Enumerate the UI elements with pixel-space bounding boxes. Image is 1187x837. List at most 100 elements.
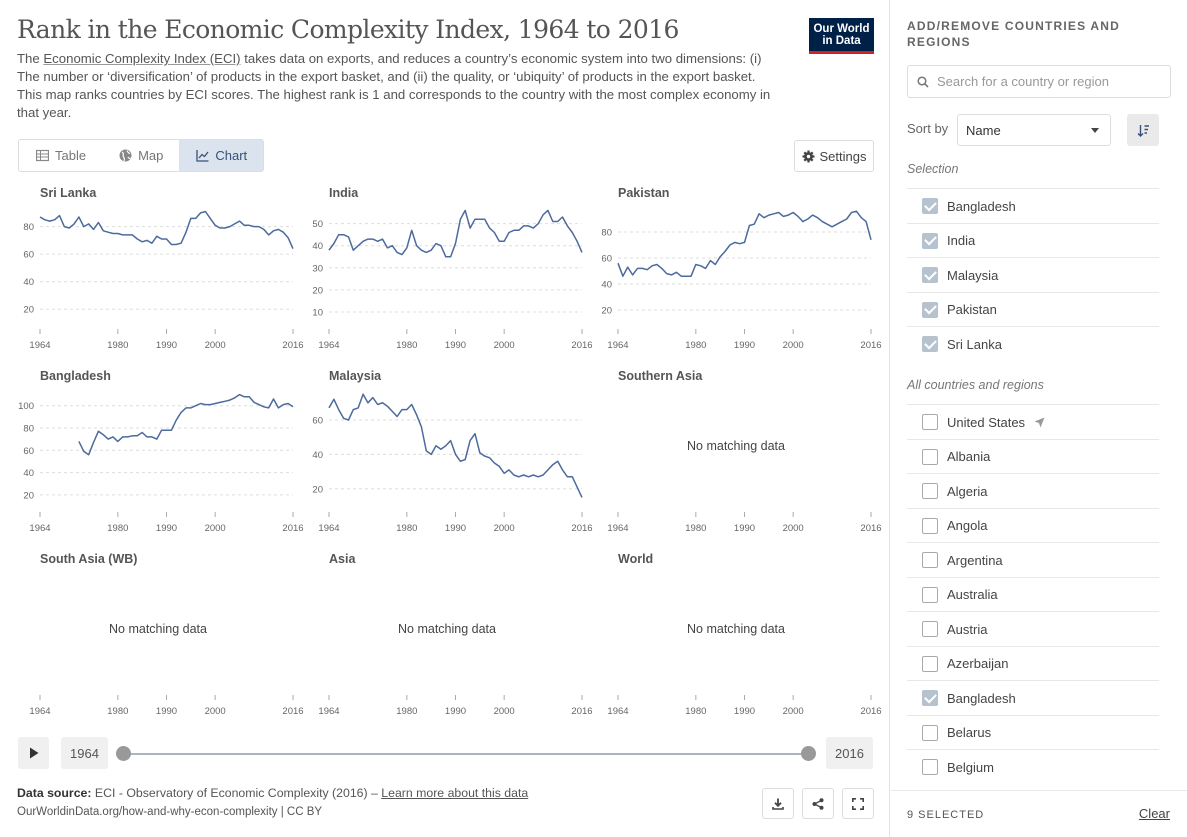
data-source: Data source: ECI - Observatory of Econom… xyxy=(17,786,528,800)
x-tick-label: 2000 xyxy=(783,340,804,351)
chart-panel: 1964 1980 1990 2000 2016 World No matching dat… xyxy=(596,552,882,727)
entity-checkbox[interactable] xyxy=(922,621,938,637)
y-tick-label: 40 xyxy=(312,241,323,252)
entity-checkbox[interactable] xyxy=(922,586,938,603)
no-data-message: No matching data xyxy=(398,622,496,636)
series-line[interactable] xyxy=(39,210,294,250)
start-handle[interactable] xyxy=(116,746,131,761)
panel-title: Bangladesh xyxy=(40,369,111,383)
share-button[interactable] xyxy=(802,788,834,819)
entity-checkbox[interactable] xyxy=(922,232,938,249)
entity-checkbox[interactable] xyxy=(922,759,938,775)
entity-checkbox[interactable] xyxy=(922,198,938,214)
entity-checkbox[interactable] xyxy=(922,724,938,741)
clear-button[interactable]: Clear xyxy=(1138,806,1170,821)
entity-checkbox[interactable] xyxy=(922,690,938,706)
entity-item[interactable]: India xyxy=(907,222,1159,258)
entity-checkbox[interactable] xyxy=(922,267,938,283)
entity-checkbox[interactable] xyxy=(922,414,938,430)
tab-map[interactable]: Map xyxy=(102,140,179,171)
x-tick-label: 2016 xyxy=(282,523,303,534)
panel-title: World xyxy=(618,552,654,566)
series-line[interactable] xyxy=(78,393,294,456)
x-tick-label: 1990 xyxy=(445,706,466,717)
entity-checkbox[interactable] xyxy=(922,301,938,318)
entity-checkbox[interactable] xyxy=(922,448,938,465)
x-tick-label: 1980 xyxy=(396,523,417,534)
x-tick-label: 1990 xyxy=(734,706,755,717)
x-tick-label: 2016 xyxy=(571,706,592,717)
x-tick-label: 1980 xyxy=(396,706,417,717)
source-text: ECI - Observatory of Economic Complexity… xyxy=(91,786,382,800)
x-tick-label: 2016 xyxy=(282,340,303,351)
timeline: 1964 2016 xyxy=(18,737,874,770)
series-line[interactable] xyxy=(328,209,583,258)
sort-direction-button[interactable] xyxy=(1127,114,1159,146)
series-line[interactable] xyxy=(617,210,872,277)
fullscreen-button[interactable] xyxy=(842,788,874,819)
search-input[interactable]: Search for a country or region xyxy=(907,65,1171,98)
empty-chart: 1964 1980 1990 2000 2016 xyxy=(29,695,304,717)
entity-item[interactable]: Angola xyxy=(907,507,1159,543)
entity-item[interactable]: Pakistan xyxy=(907,291,1159,327)
entity-item[interactable]: Azerbaijan xyxy=(907,645,1159,681)
learn-more-link[interactable]: Learn more about this data xyxy=(381,786,529,800)
no-data-message: No matching data xyxy=(109,622,207,636)
empty-chart: 1964 1980 1990 2000 2016 xyxy=(318,695,593,717)
source-url[interactable]: OurWorldinData.org/how-and-why-econ-comp… xyxy=(17,806,323,818)
y-tick-label: 20 xyxy=(23,305,34,316)
y-tick-label: 80 xyxy=(601,228,612,239)
entity-item[interactable]: Bangladesh xyxy=(907,680,1159,715)
entity-checkbox[interactable] xyxy=(922,517,938,534)
x-tick-label: 2016 xyxy=(282,706,303,717)
entity-item[interactable]: United States xyxy=(907,404,1159,439)
entity-item[interactable]: Belgium xyxy=(907,749,1159,784)
x-tick-label: 1964 xyxy=(29,706,50,717)
entity-checkbox[interactable] xyxy=(922,655,938,672)
settings-button[interactable]: Settings xyxy=(794,140,874,172)
entity-item[interactable]: Bangladesh xyxy=(907,188,1159,223)
timeline-track[interactable] xyxy=(126,753,808,755)
entity-item[interactable]: Malaysia xyxy=(907,257,1159,292)
line-chart: 20 40 60 80 1964 1980 1990 2000 2016 xyxy=(601,210,882,351)
entity-item[interactable]: Sri Lanka xyxy=(907,326,1159,361)
panel-title: India xyxy=(329,186,359,200)
entity-item[interactable]: Belarus xyxy=(907,714,1159,750)
end-handle[interactable] xyxy=(801,746,816,761)
eci-link[interactable]: Economic Complexity Index (ECI) xyxy=(43,51,241,66)
x-tick-label: 2000 xyxy=(494,706,515,717)
start-year[interactable]: 1964 xyxy=(61,737,108,769)
x-tick-label: 2000 xyxy=(205,523,226,534)
empty-chart: 1964 1980 1990 2000 2016 xyxy=(607,512,882,534)
tab-table[interactable]: Table xyxy=(19,140,102,171)
sidebar-title: ADD/REMOVE COUNTRIES AND REGIONS xyxy=(907,19,1121,49)
chart-subtitle: The Economic Complexity Index (ECI) take… xyxy=(17,50,777,122)
share-icon xyxy=(812,797,824,810)
x-tick-label: 1980 xyxy=(396,340,417,351)
chart-panel: 1964 1980 1990 2000 2016 Southern Asia No matc… xyxy=(596,369,882,544)
entity-item[interactable]: Argentina xyxy=(907,542,1159,577)
search-icon xyxy=(917,75,929,88)
download-button[interactable] xyxy=(762,788,794,819)
end-year[interactable]: 2016 xyxy=(826,737,873,769)
play-button[interactable] xyxy=(18,737,49,769)
entity-item[interactable]: Albania xyxy=(907,438,1159,474)
entity-checkbox[interactable] xyxy=(922,483,938,499)
entity-item[interactable]: Australia xyxy=(907,576,1159,612)
entity-checkbox[interactable] xyxy=(922,336,938,352)
x-tick-label: 1964 xyxy=(607,523,628,534)
entity-item[interactable]: Algeria xyxy=(907,473,1159,508)
tab-chart[interactable]: Chart xyxy=(179,140,264,171)
y-tick-label: 80 xyxy=(23,222,34,233)
gear-icon xyxy=(802,150,814,162)
y-tick-label: 40 xyxy=(601,280,612,291)
sort-select[interactable]: Name xyxy=(957,114,1111,146)
entity-item[interactable]: Austria xyxy=(907,611,1159,646)
owid-logo[interactable]: Our World in Data xyxy=(809,18,874,54)
subtitle-text: The xyxy=(17,51,44,66)
entity-checkbox[interactable] xyxy=(922,552,938,568)
source-label: Data source: xyxy=(17,786,92,800)
series-line[interactable] xyxy=(328,393,583,498)
panel-title: Southern Asia xyxy=(618,369,703,383)
empty-chart: 1964 1980 1990 2000 2016 xyxy=(607,695,882,717)
